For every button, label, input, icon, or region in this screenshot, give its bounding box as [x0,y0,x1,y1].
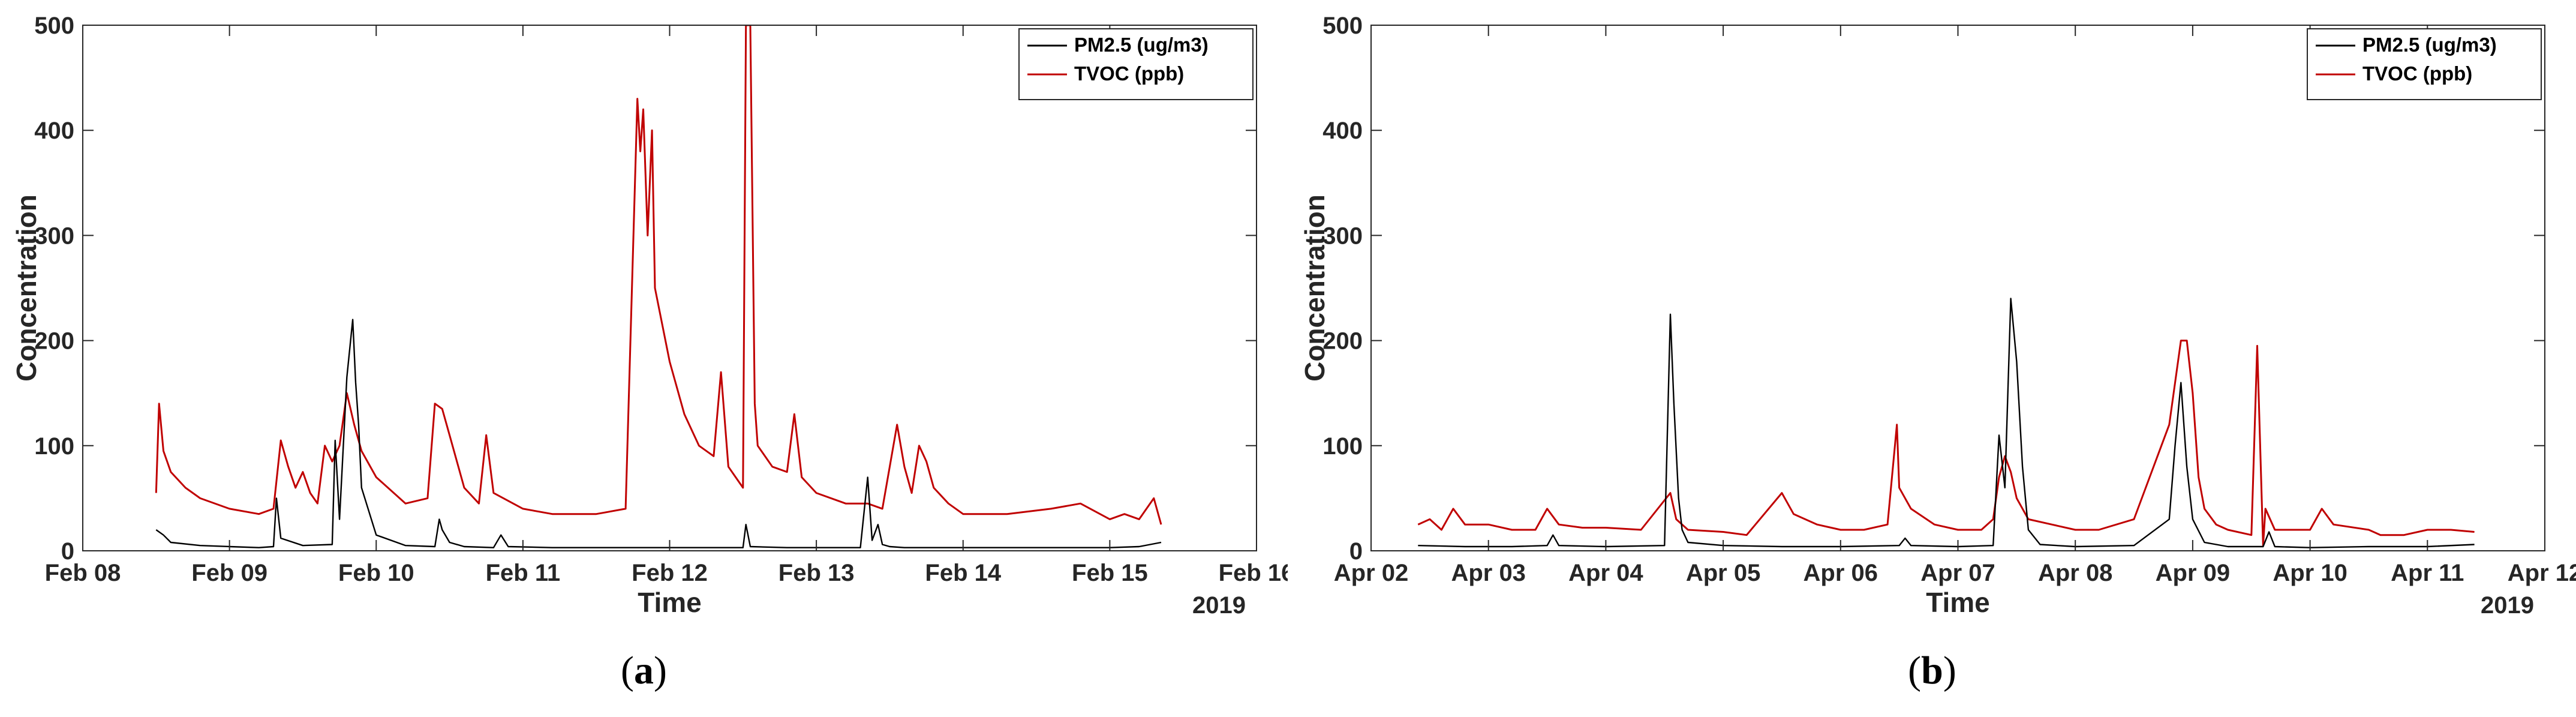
x-tick-label: Apr 11 [2391,560,2464,586]
y-tick-label: 0 [1349,538,1363,565]
y-tick-label: 400 [1322,118,1363,144]
x-axis-title: Time [638,587,702,618]
x-tick-label: Apr 07 [1920,560,1995,586]
x-year-label: 2019 [1192,592,1246,619]
panel-caption-b: (b) [1908,649,1956,692]
x-tick-label: Feb 15 [1072,560,1148,586]
x-tick-label: Feb 12 [632,560,708,586]
y-tick-label: 300 [34,223,74,249]
x-tick-label: Apr 09 [2156,560,2231,586]
y-tick-label: 100 [1322,433,1363,460]
x-tick-label: Feb 11 [486,560,561,586]
x-year-label: 2019 [2481,592,2534,619]
chart-panel-b: 0 100 200 300 400 500 Apr 02 Apr 03 Apr 04 Apr 05… [1288,0,2576,717]
x-tick-label: Feb 08 [45,560,121,586]
series-line-pm25 [1418,298,2475,548]
y-tick-label: 200 [34,328,74,355]
legend-label-pm25: PM2.5 (ug/m3) [1074,34,1209,56]
x-tick-label: Apr 03 [1451,560,1526,586]
y-axis-title: Concentration [11,194,42,382]
y-tick-label: 300 [1322,223,1363,249]
x-tick-label: Feb 16 [1219,560,1288,586]
legend-label-tvoc: TVOC (ppb) [2362,62,2472,85]
chart-panel-a: 0 100 200 300 400 500 Feb 08 Feb 09 Feb 10 Feb 11… [11,13,1288,692]
panel-caption-a: (a) [621,649,667,692]
y-tick-label: 500 [34,13,74,39]
series-line-tvoc [155,25,1162,525]
plot-frame [1370,25,2545,551]
x-axis-title: Time [1926,587,1990,618]
y-tick-label: 500 [1322,13,1363,39]
x-tick-label: Feb 14 [925,560,1001,586]
y-tick-label: 100 [34,433,74,460]
plot-frame [82,25,1257,551]
y-axis-title: Concentration [1299,194,1330,382]
series-line-tvoc [1417,340,2475,547]
x-tick-label: Apr 06 [1803,560,1878,586]
x-tick-label: Apr 02 [1334,560,1409,586]
x-tick-label: Apr 04 [1568,560,1643,586]
legend-label-tvoc: TVOC (ppb) [1074,62,1184,85]
y-tick-label: 200 [1322,328,1363,355]
x-tick-label: Apr 08 [2038,560,2113,586]
x-tick-label: Apr 12 [2508,560,2576,586]
chart-b: 0 100 200 300 400 500 Apr 02 Apr 03 Apr 04 Apr 05… [1299,13,2576,619]
series-line-pm25 [155,319,1162,548]
x-tick-label: Apr 05 [1686,560,1761,586]
x-tick-label: Feb 13 [778,560,855,586]
legend-box [1018,28,1254,100]
y-tick-label: 0 [61,538,74,565]
x-tick-label: Feb 10 [338,560,414,586]
chart-a: 0 100 200 300 400 500 Feb 08 Feb 09 Feb 10 Feb 11… [11,13,1288,619]
x-tick-label: Feb 09 [191,560,267,586]
x-tick-label: Apr 10 [2273,560,2347,586]
legend-label-pm25: PM2.5 (ug/m3) [2362,34,2497,56]
legend-box [2307,28,2542,100]
y-tick-label: 400 [34,118,74,144]
